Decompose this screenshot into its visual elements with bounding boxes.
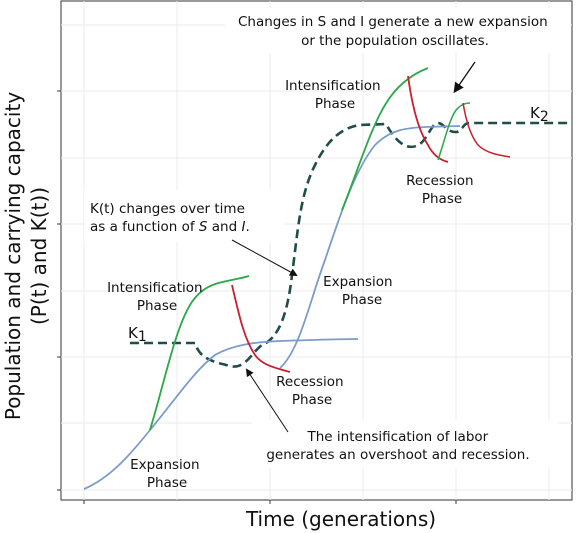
y-axis-title-line1: Population and carrying capacity [1,92,25,420]
intensification-curve-1 [149,275,250,431]
x-axis-title: Time (generations) [245,507,436,531]
carrying-capacity-curve [130,121,570,368]
top-note-box [225,8,570,53]
bottom-note: The intensification of labor generates a… [266,429,529,463]
kt-note-arrow [231,239,298,276]
intensification-curve-2 [341,67,429,211]
oscillation-intensification [437,102,471,161]
plot-panel [60,0,573,501]
recession-curve-2 [407,75,449,163]
kt-note: K(t) changes over time as a function of … [90,201,250,235]
population-curve [83,338,359,490]
kt-note-box [84,190,284,242]
recession-curve-1 [231,284,291,373]
intensification-phase-label-2: Intensification Phase [285,78,385,112]
recession-phase-label-1: Recession Phase [276,374,348,408]
bottom-note-box [252,420,558,468]
oscillation-recession [462,102,511,158]
k1-label: K1 [128,324,147,345]
grid [61,1,572,500]
top-note-arrow [453,61,476,94]
expansion-phase-label-1: Expansion Phase [130,457,204,491]
k2-label: K2 [530,104,549,125]
intensification-phase-label-1: Intensification Phase [107,280,207,314]
recession-phase-label-2: Recession Phase [406,173,478,207]
bottom-note-arrow [245,368,289,433]
y-axis-title-line2: (P(t) and K(t)) [27,187,51,325]
top-note: Changes in S and I generate a new expans… [238,14,552,49]
expansion-phase-label-2: Expansion Phase [323,274,397,308]
axis-ticks [57,90,457,504]
